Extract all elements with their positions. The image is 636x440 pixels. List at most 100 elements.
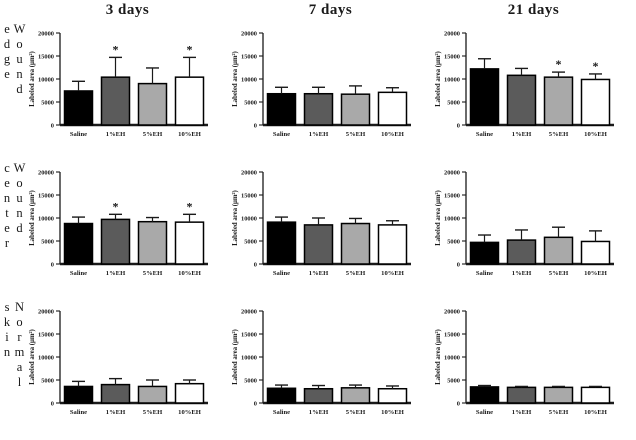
bar-saline [63, 385, 94, 404]
bar-chart-svg: Labeled area (μm²) 0 5000 10000 15000 20000 Sa… [435, 308, 614, 416]
y-tick-label: 20000 [241, 30, 257, 37]
y-tick-label: 15000 [444, 331, 460, 338]
y-tick-label: 5000 [447, 377, 460, 384]
y-tick-label: 5000 [41, 238, 54, 245]
y-tick-label: 5000 [244, 99, 257, 106]
x-category-label: 5%EH [346, 409, 366, 416]
bar-10-eh [174, 221, 205, 265]
significance-asterisk: * [113, 199, 119, 213]
bar-5-eh [543, 236, 574, 265]
bar-chart-svg: Labeled area (μm²) 0 5000 10000 15000 20000 Sa… [29, 169, 208, 277]
y-tick-label: 20000 [241, 308, 257, 315]
y-tick-label: 10000 [38, 215, 54, 222]
bar-10-eh [580, 78, 611, 126]
y-tick-label: 0 [254, 122, 257, 129]
x-category-label: 10%EH [584, 409, 608, 416]
x-category-label: 5%EH [143, 131, 163, 138]
x-category-label: 5%EH [549, 270, 569, 277]
bar-1-eh [100, 76, 131, 126]
bar-10-eh [377, 91, 408, 126]
chart-wound-edge-7-days: Labeled area (μm²) 0 5000 10000 15000 20000 Sa… [229, 22, 432, 161]
bar-1-eh [506, 74, 537, 126]
bar-1-eh [506, 386, 537, 404]
y-axis-label: Labeled area (μm²) [435, 51, 442, 107]
y-axis-label: Labeled area (μm²) [232, 51, 239, 107]
y-tick-label: 15000 [241, 331, 257, 338]
bar-10-eh [174, 382, 205, 404]
y-tick-label: 5000 [244, 238, 257, 245]
bar-chart-svg: Labeled area (μm²) 0 5000 10000 15000 20000 Sa… [232, 30, 411, 138]
y-tick-label: 0 [254, 261, 257, 268]
y-tick-label: 0 [51, 400, 54, 407]
y-tick-label: 20000 [241, 169, 257, 176]
chart-wound-edge-3-days: Labeled area (μm²) 0 5000 10000 15000 20000 Sa… [26, 22, 229, 161]
x-category-label: 1%EH [309, 131, 329, 138]
row-label-wound-edge: Wound edge [0, 22, 27, 97]
chart-wound-edge-21-days: Labeled area (μm²) 0 5000 10000 15000 20000 Sa… [432, 22, 635, 161]
bar-10-eh [580, 386, 611, 404]
bar-10-eh [377, 224, 408, 265]
x-category-label: Saline [476, 409, 493, 416]
bar-chart-svg: Labeled area (μm²) 0 5000 10000 15000 20000 Sa… [29, 308, 208, 416]
y-tick-label: 10000 [241, 215, 257, 222]
bar-saline [266, 387, 297, 404]
y-tick-label: 20000 [38, 30, 54, 37]
y-tick-label: 10000 [241, 354, 257, 361]
y-tick-label: 20000 [444, 169, 460, 176]
bar-saline [63, 90, 94, 126]
significance-asterisk: * [187, 42, 193, 56]
bar-chart-svg: Labeled area (μm²) 0 5000 10000 15000 20000 Sa… [232, 308, 411, 416]
y-tick-label: 0 [457, 122, 460, 129]
bar-10-eh [580, 240, 611, 265]
bar-5-eh [137, 385, 168, 404]
bar-chart-svg: Labeled area (μm²) 0 5000 10000 15000 20000 Sa… [435, 30, 614, 138]
y-tick-label: 10000 [444, 215, 460, 222]
x-category-label: 5%EH [549, 131, 569, 138]
row-label-normal-skin: Normal skin [0, 300, 27, 390]
y-axis-label: Labeled area (μm²) [435, 329, 442, 385]
x-category-label: Saline [70, 409, 87, 416]
chart-wound-center-3-days: Labeled area (μm²) 0 5000 10000 15000 20000 Sa… [26, 161, 229, 300]
bar-5-eh [137, 82, 168, 126]
grid-corner-spacer [0, 0, 26, 22]
y-tick-label: 15000 [38, 53, 54, 60]
x-category-label: Saline [273, 131, 290, 138]
x-category-label: 1%EH [512, 409, 532, 416]
y-tick-label: 20000 [444, 30, 460, 37]
significance-asterisk: * [113, 42, 119, 56]
bar-10-eh [174, 76, 205, 126]
bar-saline [469, 241, 500, 265]
y-tick-label: 5000 [447, 238, 460, 245]
y-tick-label: 15000 [38, 192, 54, 199]
bar-1-eh [303, 92, 334, 126]
y-tick-label: 0 [457, 261, 460, 268]
bar-saline [63, 222, 94, 265]
x-category-label: 1%EH [106, 270, 126, 277]
y-tick-label: 10000 [241, 76, 257, 83]
x-category-label: 1%EH [512, 270, 532, 277]
column-title-21-days: 21 days [507, 2, 560, 18]
chart-normal-skin-7-days: Labeled area (μm²) 0 5000 10000 15000 20000 Sa… [229, 300, 432, 439]
x-category-label: 10%EH [178, 409, 202, 416]
x-category-label: 10%EH [381, 131, 405, 138]
y-tick-label: 15000 [38, 331, 54, 338]
y-axis-label: Labeled area (μm²) [29, 51, 36, 107]
bar-5-eh [340, 93, 371, 126]
y-tick-label: 10000 [444, 76, 460, 83]
bar-chart-svg: Labeled area (μm²) 0 5000 10000 15000 20000 Sa… [232, 169, 411, 277]
y-tick-label: 5000 [447, 99, 460, 106]
bar-saline [469, 68, 500, 126]
y-axis-label: Labeled area (μm²) [232, 329, 239, 385]
x-category-label: Saline [476, 270, 493, 277]
bar-chart-svg: Labeled area (μm²) 0 5000 10000 15000 20000 Sa… [435, 169, 614, 277]
x-category-label: 5%EH [549, 409, 569, 416]
x-category-label: 10%EH [178, 270, 202, 277]
significance-asterisk: * [593, 59, 599, 73]
y-tick-label: 20000 [38, 169, 54, 176]
y-tick-label: 5000 [41, 377, 54, 384]
bar-1-eh [100, 383, 131, 404]
x-category-label: 10%EH [381, 409, 405, 416]
row-label-wound-center: Wound center [0, 161, 27, 251]
x-category-label: 5%EH [346, 131, 366, 138]
